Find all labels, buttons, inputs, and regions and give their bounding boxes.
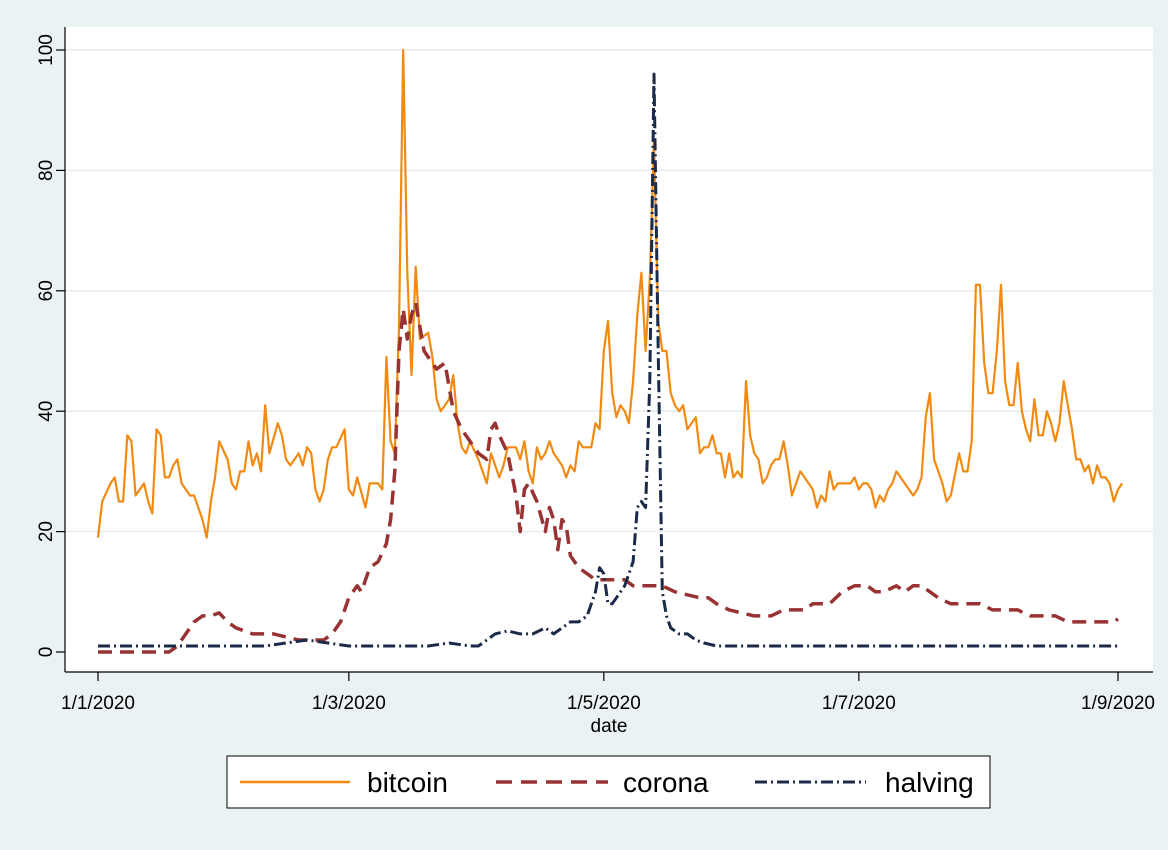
x-axis-ticks: 1/1/2020 1/3/2020 1/5/2020 1/7/2020 1/9/2020 xyxy=(61,672,1155,714)
legend: bitcoin corona halving xyxy=(226,755,991,809)
x-tick-label-2: 1/5/2020 xyxy=(567,693,641,714)
y-tick-label-100: 100 xyxy=(36,34,57,66)
legend-label-halving: halving xyxy=(885,767,974,798)
legend-label-corona: corona xyxy=(623,767,709,798)
x-tick-label-4: 1/9/2020 xyxy=(1081,693,1155,714)
y-tick-label-40: 40 xyxy=(36,401,57,422)
y-tick-label-0: 0 xyxy=(36,647,57,658)
y-tick-label-80: 80 xyxy=(36,160,57,181)
y-tick-label-20: 20 xyxy=(36,521,57,542)
y-axis-ticks: 0 20 40 60 80 100 xyxy=(36,34,65,657)
x-tick-label-1: 1/3/2020 xyxy=(312,693,386,714)
series-line-halving xyxy=(98,72,1118,648)
legend-label-bitcoin: bitcoin xyxy=(367,767,448,798)
x-tick-label-0: 1/1/2020 xyxy=(61,693,135,714)
series-lines xyxy=(96,48,1124,654)
legend-box xyxy=(226,755,991,809)
x-tick-label-3: 1/7/2020 xyxy=(822,693,896,714)
x-axis-title: date xyxy=(591,716,628,737)
series-line-corona xyxy=(98,301,1120,654)
y-tick-label-60: 60 xyxy=(36,280,57,301)
series-line-bitcoin xyxy=(96,48,1124,539)
